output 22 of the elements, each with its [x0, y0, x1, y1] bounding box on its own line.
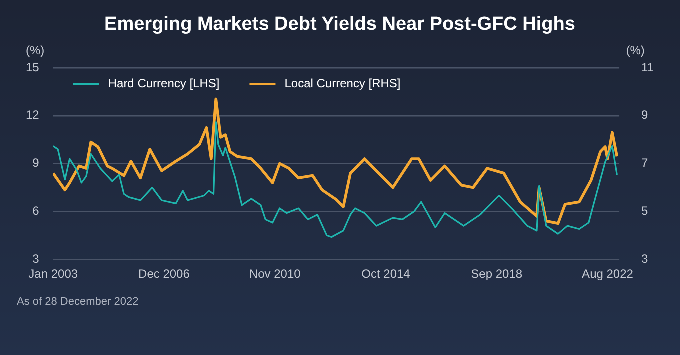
y2-tick-label: 9: [642, 108, 649, 122]
text: As of 28 December 2022: [17, 296, 140, 309]
x-tick-label: Aug 2022: [582, 267, 634, 282]
x-tick-label: Sep 2018: [471, 267, 523, 282]
y2-tick-label: 7: [642, 156, 649, 170]
y-tick-label: 9: [32, 156, 40, 170]
y-axis-title: (%): [26, 43, 45, 58]
y-tick-label: 12: [26, 108, 40, 122]
y-tick-label: 15: [26, 60, 40, 74]
y2-tick-label: 11: [642, 60, 654, 74]
y2-tick-label: 3: [642, 252, 649, 266]
x-tick-label: Dec 2006: [138, 267, 190, 282]
legend-label: Hard Currency [LHS]: [108, 76, 220, 90]
y2-axis-title: (%): [626, 43, 645, 58]
y-tick-label: 6: [32, 204, 40, 218]
legend-label: Local Currency [RHS]: [284, 76, 401, 90]
x-tick-label: Oct 2014: [362, 267, 411, 282]
y-tick-label: 3: [32, 252, 40, 266]
x-tick-label: Nov 2010: [249, 267, 302, 282]
chart-title: Emerging Markets Debt Yields Near Post-GFC Highs: [104, 13, 576, 37]
y2-tick-label: 5: [642, 204, 649, 218]
x-tick-label: Jan 2003: [28, 267, 78, 282]
